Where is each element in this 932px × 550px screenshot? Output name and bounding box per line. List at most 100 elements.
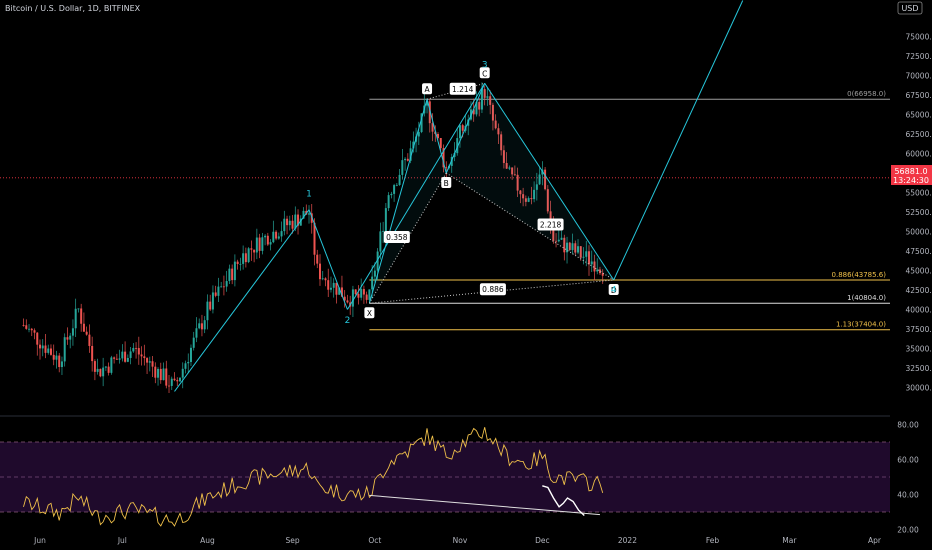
candle-body [428, 101, 431, 124]
candle-body [420, 113, 423, 133]
fib-level-label: 0.886(43785.6) [832, 271, 887, 279]
candle-body [373, 270, 376, 277]
candle-body [258, 237, 261, 251]
price-tick-label: 32500.0 [905, 364, 932, 373]
candle-body [135, 347, 138, 349]
point-label-box [441, 177, 452, 188]
candle-body [129, 351, 132, 358]
wave-line-4-5 [613, 0, 744, 281]
candle-body [58, 355, 61, 368]
oscillator-tick-label: 40.00 [897, 491, 919, 500]
wave-label: 4 [611, 285, 617, 295]
candle-body [382, 231, 385, 232]
oscillator-trend-line [369, 494, 601, 516]
candle-body [502, 150, 505, 163]
candle-body [69, 335, 72, 340]
candle-body [286, 218, 289, 226]
candle-body [236, 261, 239, 264]
candle-body [494, 120, 497, 129]
pattern-fill-bcd [446, 83, 614, 280]
candle-body [571, 243, 574, 250]
candle-body [544, 169, 547, 190]
time-tick-label: 2022 [618, 536, 637, 545]
candle-body [203, 320, 206, 330]
candle-body [379, 231, 382, 252]
harmonic-pattern[interactable] [174, 0, 744, 392]
currency-label: USD [901, 4, 918, 13]
fib-level-label: 1(40804.0) [847, 294, 886, 302]
candle-body [44, 345, 47, 353]
candle-body [146, 358, 149, 363]
candle-body [269, 242, 272, 245]
pattern-leg-ab [426, 99, 447, 174]
candle-body [442, 148, 445, 168]
candle-body [409, 148, 412, 161]
candle-body [486, 96, 489, 98]
candle-body [560, 237, 563, 240]
candle-body [118, 358, 121, 360]
candle-body [209, 301, 212, 310]
candle-body [55, 355, 58, 360]
candle-body [299, 218, 302, 226]
ratio-label-box [449, 82, 476, 95]
ratio-label-box [479, 283, 506, 296]
candle-body [552, 222, 555, 241]
candle-body [384, 208, 387, 232]
candle-body [376, 251, 379, 271]
candle-body [511, 167, 514, 175]
candle-body [500, 134, 503, 151]
candle-body [225, 281, 228, 287]
candle-body [99, 368, 102, 377]
oscillator-line [23, 427, 604, 527]
candle-body [25, 325, 28, 329]
candle-body [140, 354, 143, 357]
candle-body [115, 358, 118, 360]
candle-body [41, 345, 44, 349]
candle-body [33, 330, 36, 333]
candle-body [39, 344, 41, 349]
candle-body [417, 132, 420, 137]
pattern-fill-xab [369, 99, 447, 304]
last-price-tag [891, 165, 932, 185]
candle-body [217, 286, 220, 296]
oscillator-tick-label: 60.00 [897, 456, 919, 465]
candle-body [157, 368, 160, 378]
time-tick-label: Dec [535, 536, 550, 545]
candle-body [247, 248, 250, 263]
candle-body [588, 251, 590, 265]
point-label: C [482, 69, 487, 78]
candle-body [472, 109, 475, 115]
candle-body [233, 261, 236, 281]
pattern-ratio-bd [445, 172, 614, 281]
candle-body [85, 331, 88, 335]
price-tick-label: 70000.0 [905, 72, 932, 81]
price-tick-label: 62500.0 [905, 130, 932, 139]
candle-body [261, 237, 264, 251]
candle-body [371, 276, 374, 290]
candle-body [214, 292, 217, 296]
candle-body [585, 251, 588, 257]
candle-body [148, 361, 151, 363]
price-tick-label: 52500.0 [905, 208, 932, 217]
candle-body [574, 243, 577, 253]
time-tick-label: Feb [706, 536, 720, 545]
candle-body [178, 377, 181, 382]
candle-body [283, 218, 286, 232]
price-tick-label: 45000.0 [905, 267, 932, 276]
fib-levels: 0(66958.0) 0.886(43785.6) 1(40804.0) 1.13(3… [0, 90, 890, 331]
point-label-box [479, 67, 490, 79]
candle-body [453, 153, 456, 157]
candle-body [360, 289, 363, 298]
price-tick-label: 65000.0 [905, 111, 932, 120]
candle-body [332, 282, 335, 288]
wave-label: 2 [345, 316, 351, 326]
candle-body [228, 268, 231, 282]
candle-body [255, 237, 258, 253]
ratio-label-box [537, 218, 564, 231]
candle-body [426, 101, 429, 106]
ratio-label: 1.214 [452, 85, 474, 94]
wave-line-2-3 [347, 83, 486, 310]
point-label-box [422, 83, 433, 95]
last-price-countdown: 13:24:30 [893, 176, 929, 185]
